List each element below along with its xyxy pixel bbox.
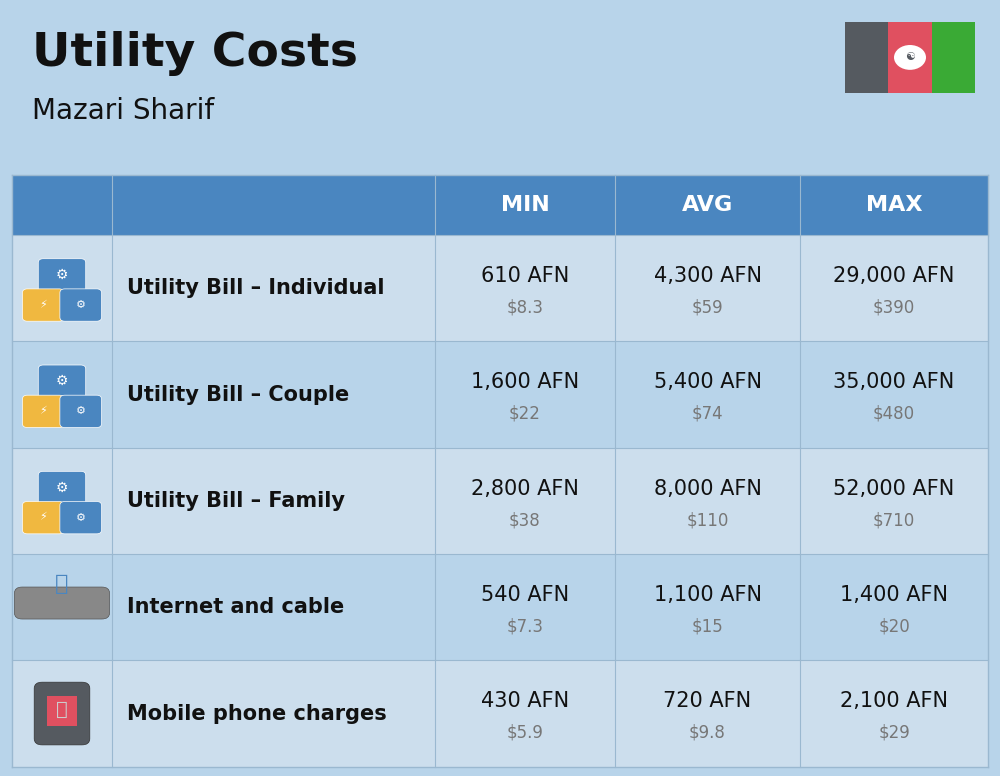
Text: Utility Bill – Family: Utility Bill – Family: [127, 491, 345, 511]
Text: Internet and cable: Internet and cable: [127, 598, 344, 617]
Text: 430 AFN: 430 AFN: [481, 691, 569, 712]
Text: ⚙: ⚙: [56, 480, 68, 494]
FancyBboxPatch shape: [22, 501, 64, 534]
Circle shape: [894, 45, 926, 70]
Text: $15: $15: [692, 618, 723, 636]
Text: 52,000 AFN: 52,000 AFN: [833, 479, 955, 499]
Text: 720 AFN: 720 AFN: [663, 691, 752, 712]
Text: $9.8: $9.8: [689, 724, 726, 742]
Text: ⚙: ⚙: [56, 268, 68, 282]
Text: Mazari Sharif: Mazari Sharif: [32, 97, 214, 125]
Text: $480: $480: [873, 405, 915, 423]
Text: 1,100 AFN: 1,100 AFN: [654, 585, 762, 605]
FancyBboxPatch shape: [12, 341, 988, 448]
FancyBboxPatch shape: [12, 235, 988, 341]
Text: Utility Bill – Individual: Utility Bill – Individual: [127, 279, 384, 298]
Text: $710: $710: [873, 511, 915, 529]
FancyBboxPatch shape: [12, 448, 988, 554]
Text: ☯: ☯: [905, 53, 915, 62]
Text: $74: $74: [692, 405, 723, 423]
FancyBboxPatch shape: [38, 471, 86, 506]
Text: AVG: AVG: [682, 195, 733, 215]
Text: 35,000 AFN: 35,000 AFN: [833, 372, 955, 393]
FancyBboxPatch shape: [38, 365, 86, 400]
Text: MAX: MAX: [866, 195, 922, 215]
FancyBboxPatch shape: [22, 289, 64, 321]
Text: 8,000 AFN: 8,000 AFN: [654, 479, 761, 499]
Text: $38: $38: [509, 511, 541, 529]
Text: $59: $59: [692, 299, 723, 317]
Text: 2,800 AFN: 2,800 AFN: [471, 479, 579, 499]
Text: 1,400 AFN: 1,400 AFN: [840, 585, 948, 605]
Text: 610 AFN: 610 AFN: [481, 266, 569, 286]
FancyBboxPatch shape: [14, 587, 110, 619]
Text: ⚡: ⚡: [39, 300, 47, 310]
FancyBboxPatch shape: [22, 395, 64, 428]
FancyBboxPatch shape: [12, 175, 988, 235]
FancyBboxPatch shape: [12, 554, 988, 660]
Text: 540 AFN: 540 AFN: [481, 585, 569, 605]
Text: Utility Bill – Couple: Utility Bill – Couple: [127, 385, 349, 404]
FancyBboxPatch shape: [888, 22, 932, 93]
Text: $5.9: $5.9: [507, 724, 543, 742]
Text: 1,600 AFN: 1,600 AFN: [471, 372, 579, 393]
Text: ⚙: ⚙: [76, 300, 86, 310]
Text: $8.3: $8.3: [507, 299, 544, 317]
FancyBboxPatch shape: [38, 258, 86, 293]
Text: Utility Costs: Utility Costs: [32, 31, 358, 76]
FancyBboxPatch shape: [845, 22, 888, 93]
FancyBboxPatch shape: [12, 660, 988, 767]
FancyBboxPatch shape: [34, 682, 90, 745]
FancyBboxPatch shape: [60, 289, 102, 321]
Text: $22: $22: [509, 405, 541, 423]
Text: ⚙: ⚙: [76, 513, 86, 523]
Text: ⚙: ⚙: [56, 374, 68, 388]
Text: 29,000 AFN: 29,000 AFN: [833, 266, 955, 286]
Text: ⚡: ⚡: [39, 407, 47, 417]
Text: Mobile phone charges: Mobile phone charges: [127, 704, 387, 723]
FancyBboxPatch shape: [60, 501, 102, 534]
Text: 4,300 AFN: 4,300 AFN: [654, 266, 762, 286]
Text: $390: $390: [873, 299, 915, 317]
FancyBboxPatch shape: [60, 395, 102, 428]
Text: ⚙: ⚙: [76, 407, 86, 417]
Text: $29: $29: [878, 724, 910, 742]
Text: MIN: MIN: [501, 195, 549, 215]
FancyBboxPatch shape: [47, 696, 77, 726]
Text: 📱: 📱: [56, 700, 68, 719]
Text: 📶: 📶: [55, 573, 69, 594]
Text: $20: $20: [878, 618, 910, 636]
Text: $110: $110: [686, 511, 729, 529]
Text: ⚡: ⚡: [39, 513, 47, 523]
Text: 2,100 AFN: 2,100 AFN: [840, 691, 948, 712]
FancyBboxPatch shape: [932, 22, 975, 93]
Text: 5,400 AFN: 5,400 AFN: [654, 372, 762, 393]
Text: $7.3: $7.3: [507, 618, 544, 636]
